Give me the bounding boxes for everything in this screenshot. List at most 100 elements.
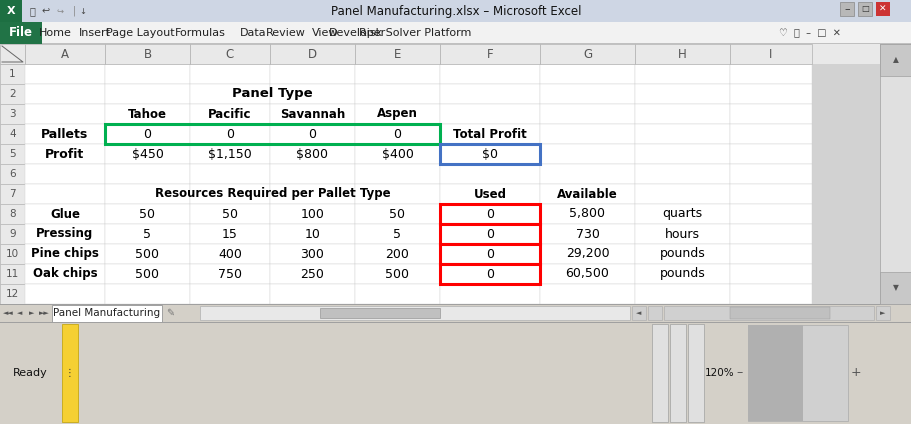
Bar [0,224,25,244]
Text: $0: $0 [482,148,497,161]
Bar [634,244,729,264]
Bar [25,64,105,84]
Bar [875,2,889,16]
Bar [439,264,539,284]
Text: ⎙: ⎙ [29,6,35,16]
Text: I: I [769,47,772,61]
Bar [105,124,439,144]
Bar [0,104,25,124]
Bar [105,284,189,304]
Bar [25,284,105,304]
Text: B: B [143,47,151,61]
Bar [634,144,729,164]
Text: ▲: ▲ [892,56,898,64]
Bar [62,324,78,422]
Bar [354,144,439,164]
Text: pounds: pounds [659,248,704,260]
Text: $450: $450 [131,148,163,161]
Bar [105,184,189,204]
Bar [0,22,911,44]
Text: X: X [6,6,15,16]
Text: 400: 400 [218,248,241,260]
Text: 0: 0 [486,268,494,281]
Text: 0: 0 [393,128,401,140]
Bar [25,124,105,144]
Bar [354,124,439,144]
Bar [0,304,911,322]
Bar [354,64,439,84]
Bar [189,264,270,284]
Bar [25,144,105,164]
Bar [634,164,729,184]
Text: 50: 50 [389,207,405,220]
Bar [729,224,811,244]
Bar [25,244,105,264]
Bar [539,104,634,124]
Text: |: | [72,6,76,16]
Bar [105,244,189,264]
Bar [0,322,911,424]
Bar [25,264,105,284]
Bar [105,204,189,224]
Bar [0,264,25,284]
Bar [634,124,729,144]
Bar [439,64,539,84]
Bar [189,224,270,244]
Text: Risk Solver Platform: Risk Solver Platform [358,28,471,38]
Text: 0: 0 [143,128,151,140]
Bar [105,144,189,164]
Text: ↪: ↪ [56,6,64,16]
Bar [270,264,354,284]
Bar [105,164,189,184]
Bar [879,44,911,76]
Bar [0,43,911,44]
Bar [539,284,634,304]
Text: 500: 500 [385,268,409,281]
Bar [0,44,25,64]
Text: Page Layout: Page Layout [106,28,174,38]
Bar [25,44,105,64]
Bar [687,324,703,422]
Bar [189,84,270,104]
Text: ►►: ►► [38,310,49,316]
Text: 500: 500 [136,268,159,281]
Bar [0,124,25,144]
Bar [634,264,729,284]
Text: Available: Available [557,187,617,201]
Bar [747,325,847,421]
Bar [439,144,539,164]
Bar [270,64,354,84]
Bar [839,2,853,16]
Bar [25,184,105,204]
Bar [729,244,811,264]
Bar [539,244,634,264]
Text: D: D [308,47,317,61]
Text: 60,500: 60,500 [565,268,609,281]
Text: quarts: quarts [661,207,701,220]
Text: –: – [844,4,849,14]
Text: 5: 5 [9,149,15,159]
Bar [189,144,270,164]
Text: Ready: Ready [13,368,47,378]
Bar [270,164,354,184]
Text: 15: 15 [221,228,238,240]
Text: 10: 10 [6,249,19,259]
Bar [354,204,439,224]
Bar [52,305,162,322]
Text: Formulas: Formulas [174,28,225,38]
Bar [663,306,873,320]
Text: 0: 0 [308,128,316,140]
Text: Pacific: Pacific [208,108,251,120]
Bar [729,284,811,304]
Text: 6: 6 [9,169,15,179]
Text: Insert: Insert [79,28,111,38]
Bar [539,144,634,164]
Text: 750: 750 [218,268,241,281]
Bar [270,124,354,144]
Text: ✕: ✕ [878,5,885,14]
Bar [354,264,439,284]
Text: H: H [678,47,686,61]
Bar [729,164,811,184]
Bar [354,44,439,64]
Text: Aspen: Aspen [376,108,417,120]
